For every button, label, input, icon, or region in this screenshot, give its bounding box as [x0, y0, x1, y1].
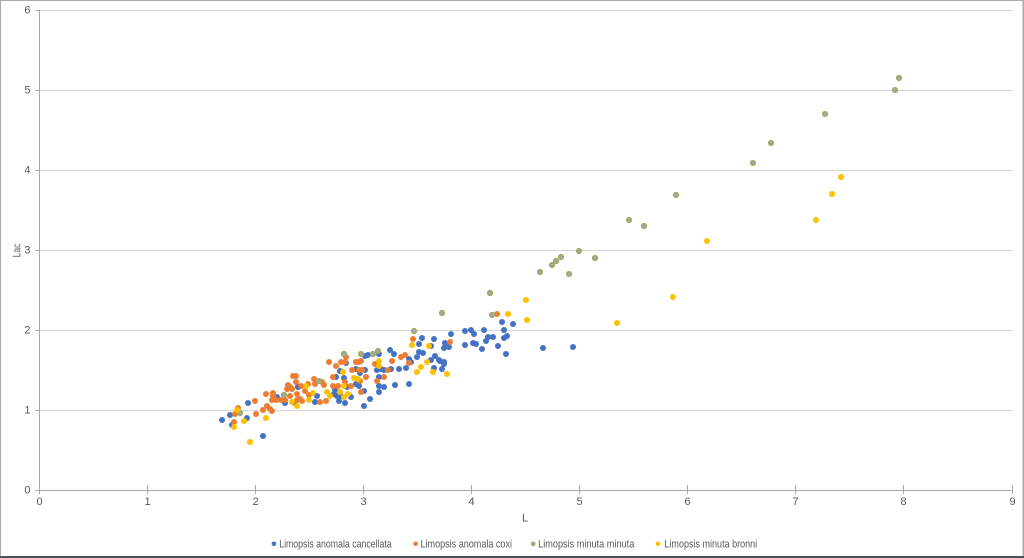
svg-text:6: 6 — [24, 4, 30, 16]
svg-text:6: 6 — [684, 496, 690, 508]
svg-text:9: 9 — [1009, 496, 1015, 508]
svg-text:0: 0 — [24, 484, 30, 496]
svg-text:5: 5 — [24, 84, 30, 96]
svg-text:1: 1 — [144, 496, 150, 508]
svg-text:0: 0 — [36, 496, 42, 508]
svg-text:4: 4 — [24, 164, 30, 176]
svg-text:2: 2 — [252, 496, 258, 508]
svg-text:Limopsis minuta bronni: Limopsis minuta bronni — [664, 539, 757, 551]
svg-text:2: 2 — [24, 324, 30, 336]
svg-text:5: 5 — [576, 496, 582, 508]
svg-text:Lac: Lac — [11, 244, 23, 258]
svg-text:Limopsis minuta minuta: Limopsis minuta minuta — [538, 539, 635, 551]
svg-text:Limopsis anomala cancellata: Limopsis anomala cancellata — [279, 538, 392, 550]
svg-text:1: 1 — [24, 404, 30, 416]
svg-text:7: 7 — [792, 496, 798, 508]
svg-text:3: 3 — [24, 244, 30, 256]
svg-text:8: 8 — [900, 496, 906, 508]
svg-text:L: L — [522, 512, 528, 524]
svg-text:3: 3 — [360, 496, 366, 508]
svg-text:4: 4 — [468, 496, 474, 508]
svg-text:Limopsis anomala coxi: Limopsis anomala coxi — [421, 539, 512, 551]
